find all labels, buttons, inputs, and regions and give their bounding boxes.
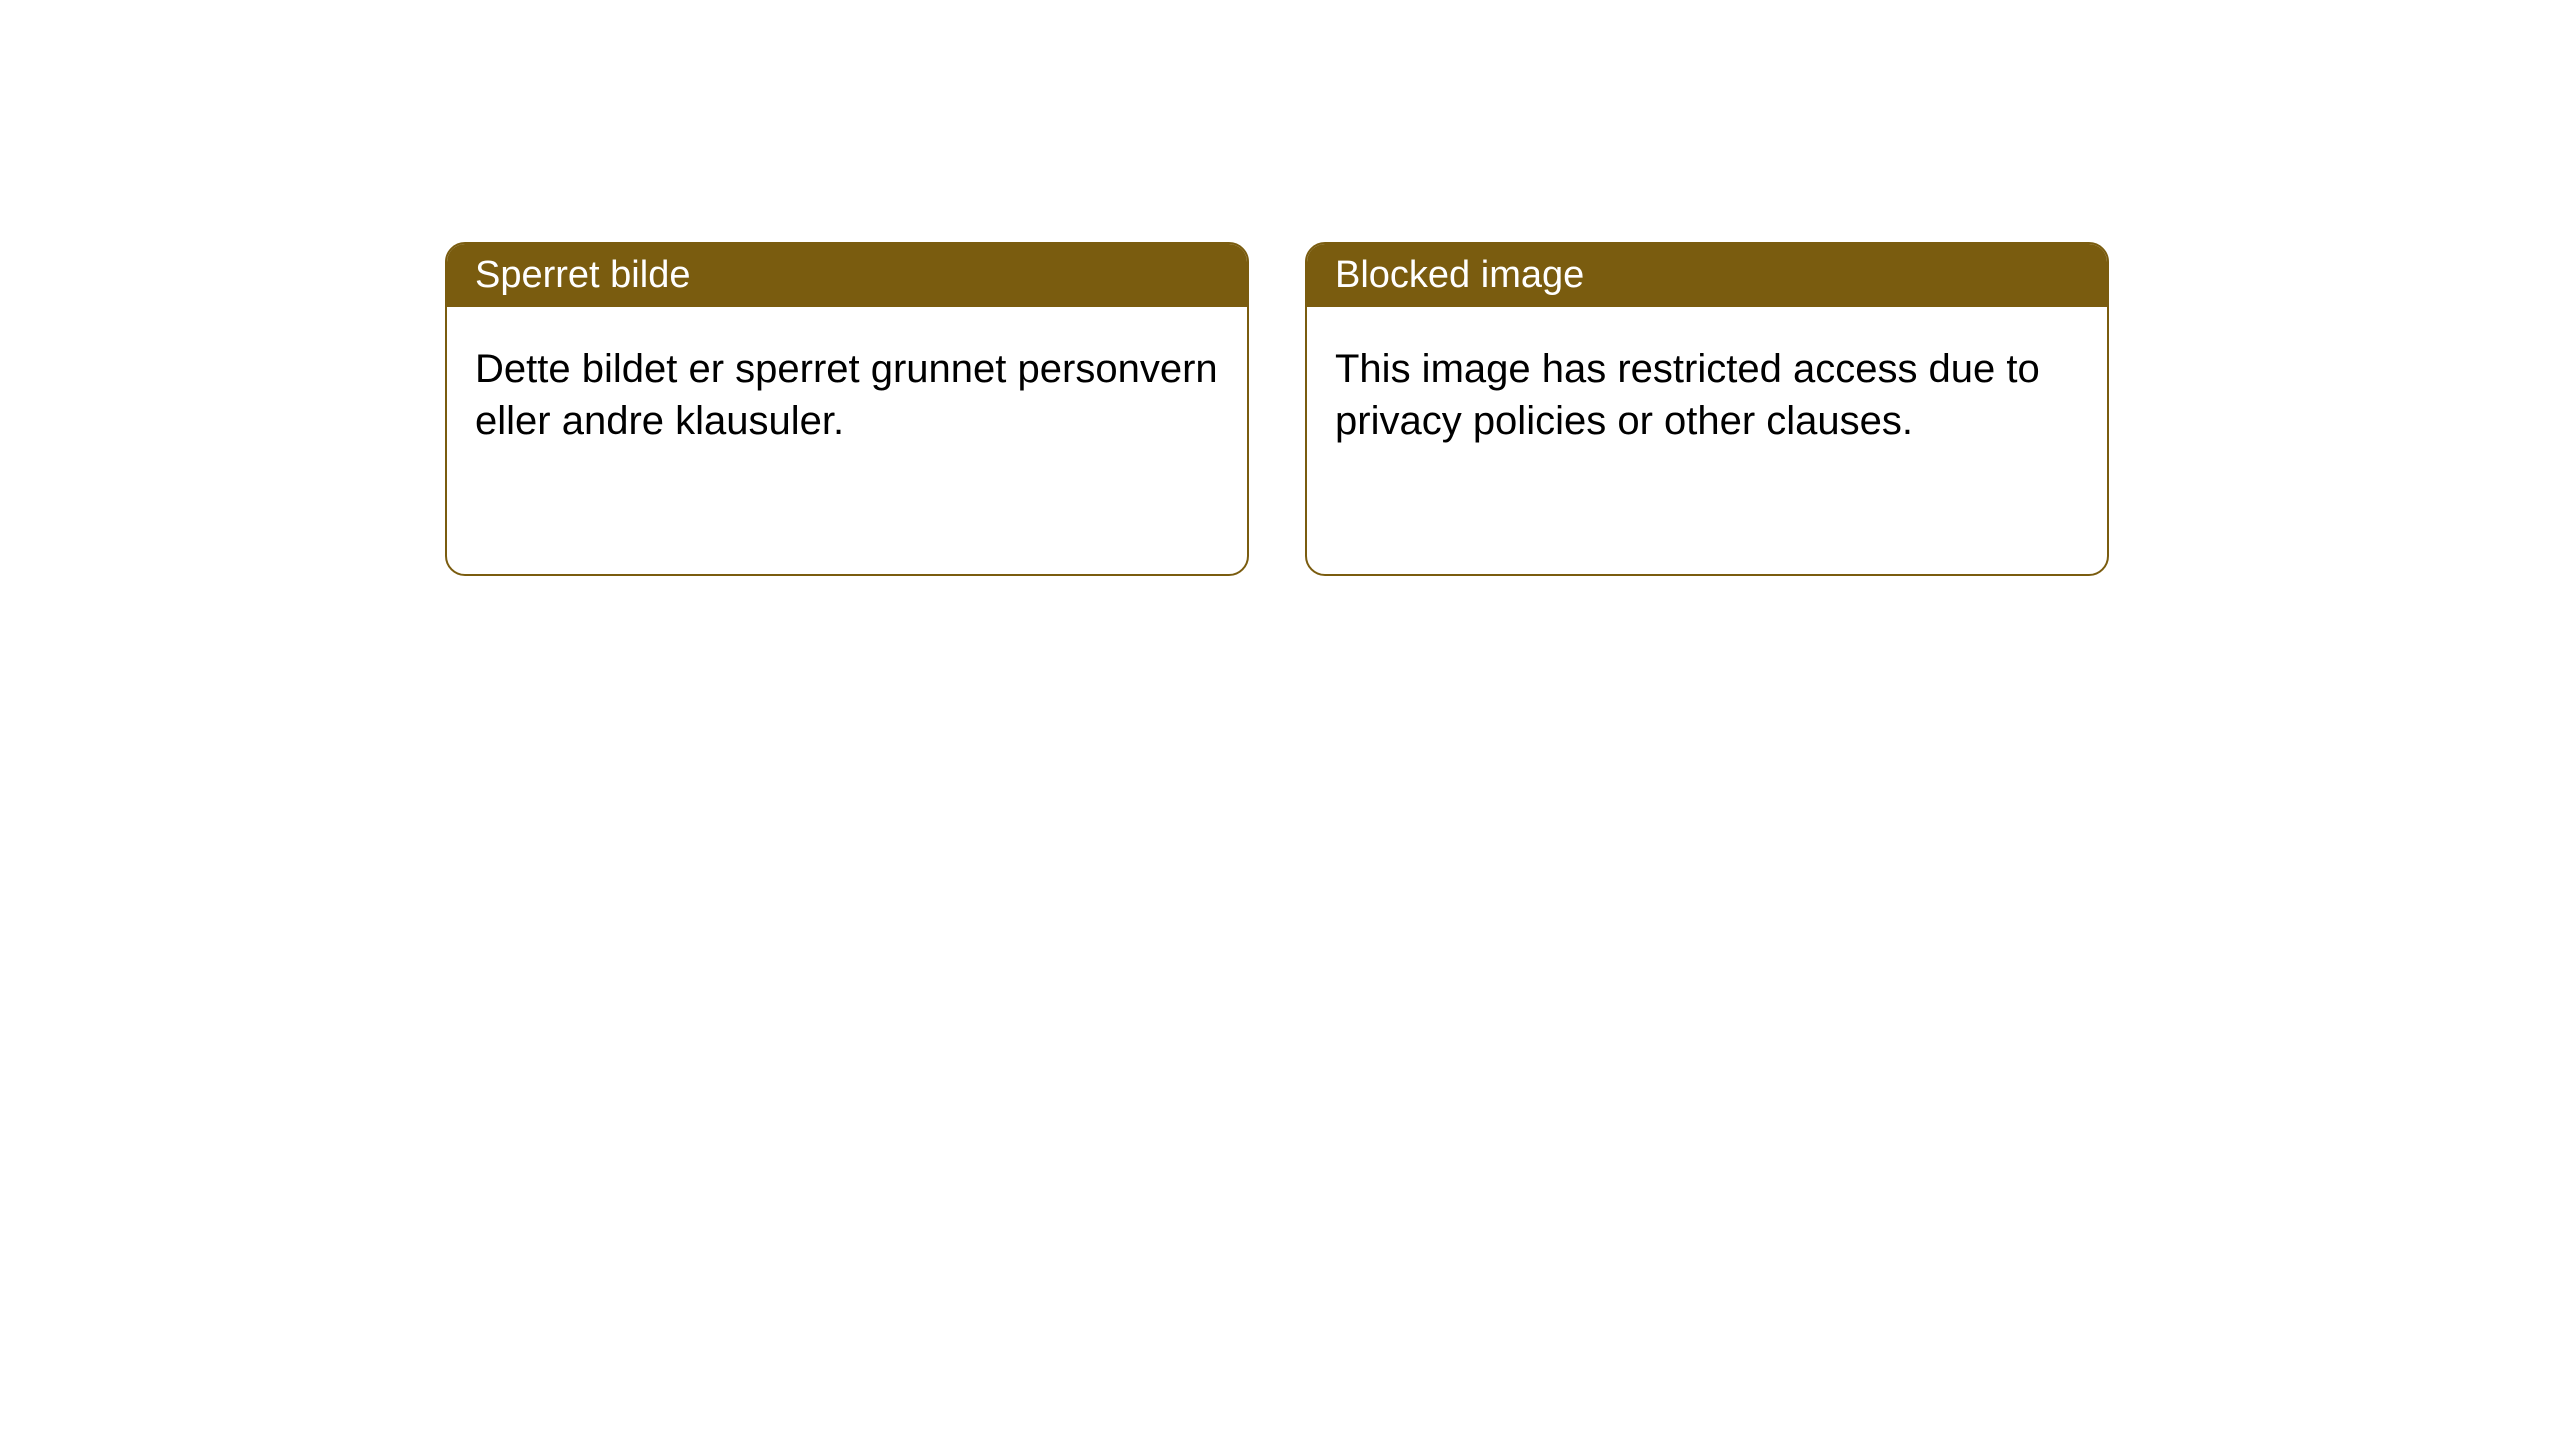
notice-card-norwegian: Sperret bilde Dette bildet er sperret gr… (445, 242, 1249, 576)
notice-card-english: Blocked image This image has restricted … (1305, 242, 2109, 576)
card-body-text: This image has restricted access due to … (1335, 347, 2040, 443)
card-header: Sperret bilde (447, 244, 1247, 307)
notice-cards-container: Sperret bilde Dette bildet er sperret gr… (0, 0, 2560, 576)
card-title: Blocked image (1335, 254, 1584, 296)
card-body: This image has restricted access due to … (1307, 307, 2107, 483)
card-body: Dette bildet er sperret grunnet personve… (447, 307, 1247, 483)
card-header: Blocked image (1307, 244, 2107, 307)
card-body-text: Dette bildet er sperret grunnet personve… (475, 347, 1218, 443)
card-title: Sperret bilde (475, 254, 690, 296)
